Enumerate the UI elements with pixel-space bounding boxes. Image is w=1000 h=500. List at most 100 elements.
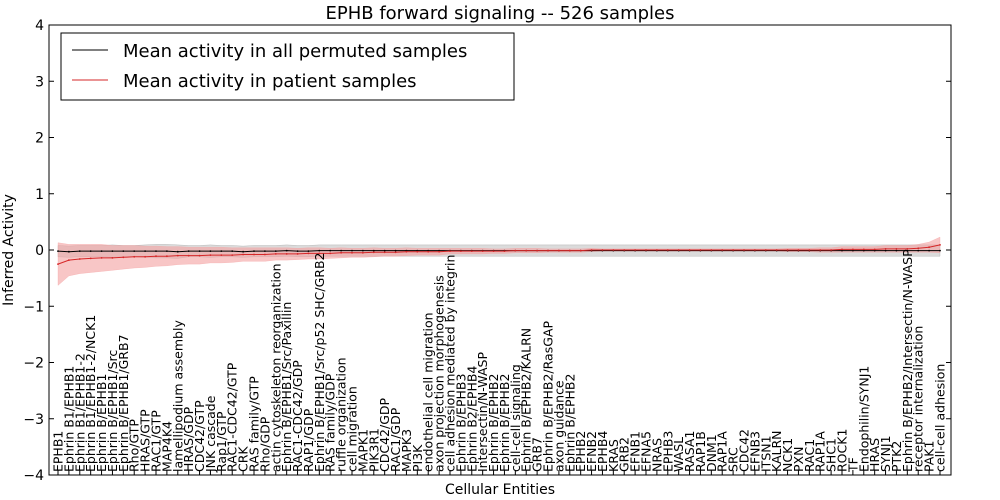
- x-tick-label: cell adhesion mediated by integrin: [443, 255, 458, 472]
- x-tick-label: MAPK1: [355, 429, 370, 472]
- data-point: [351, 251, 353, 254]
- data-point: [503, 250, 506, 253]
- data-point: [209, 250, 212, 253]
- x-tick-label: Intersectin/N-WASP: [475, 352, 490, 472]
- x-tick-label: Ephrin B/EPHB2: [497, 374, 512, 472]
- y-tick-label: 4: [35, 18, 44, 34]
- x-tick-label: Ephrin B/EPHB1: [94, 374, 109, 472]
- data-point: [819, 249, 822, 251]
- data-point: [68, 250, 70, 253]
- data-point: [481, 250, 484, 253]
- x-tick-label: EPHB3: [660, 431, 675, 472]
- x-tick-label: Rap1/GTP: [214, 411, 229, 472]
- data-point: [111, 257, 114, 259]
- x-tick-label: cell migration: [345, 386, 360, 472]
- data-point: [89, 250, 92, 253]
- data-point: [623, 249, 626, 251]
- legend: Mean activity in all permuted samples Me…: [60, 32, 515, 101]
- confidence-bands: [57, 236, 941, 286]
- data-point: [242, 250, 245, 253]
- data-point: [100, 250, 103, 253]
- x-tick-label: PIK3R1: [366, 428, 381, 472]
- data-point: [285, 249, 288, 252]
- data-point: [416, 250, 419, 253]
- band-patient: [57, 236, 941, 286]
- data-point: [895, 249, 898, 252]
- data-point: [57, 263, 59, 265]
- data-point: [253, 250, 255, 253]
- data-point: [78, 250, 81, 253]
- x-tick-label: Ephrin B/EPHB2: [486, 374, 501, 472]
- data-point: [242, 253, 245, 256]
- data-point: [133, 250, 136, 253]
- x-tick-label: PXN: [791, 447, 806, 472]
- x-tick-label: Ephrin B/EPHB1/GRB7: [116, 334, 131, 472]
- data-point: [906, 248, 909, 250]
- data-point: [329, 249, 332, 252]
- x-tick-label: Ephrin B1/EPHB1-2: [72, 353, 87, 472]
- x-tick-label: RAC1-CDC42/GDP: [290, 360, 305, 472]
- data-point: [253, 253, 255, 256]
- x-tick-label: RAC1-CDC42/GTP: [225, 362, 240, 472]
- x-tick-label: KRAS: [606, 439, 621, 472]
- data-point: [525, 249, 528, 252]
- data-point: [677, 249, 680, 251]
- data-point: [68, 259, 70, 261]
- y-tick-label: 2: [35, 131, 44, 147]
- data-point: [928, 249, 930, 252]
- x-tick-label: axon guidance: [551, 380, 566, 472]
- data-point: [372, 249, 375, 252]
- data-point: [656, 249, 658, 251]
- data-point: [285, 253, 288, 255]
- data-point: [536, 249, 538, 252]
- x-tick-label: Ephrin B2/EPHB4: [464, 366, 479, 472]
- legend-label-permuted: Mean activity in all permuted samples: [123, 41, 467, 62]
- data-point: [155, 250, 157, 253]
- x-tick-label: Ephrin B/EPHB1/Src/Paxillin: [279, 302, 294, 472]
- data-point: [198, 254, 201, 257]
- data-point: [579, 249, 582, 252]
- data-point: [884, 248, 887, 250]
- x-tick-label: Rho/GTP: [127, 419, 142, 472]
- y-axis: −4 −3 −2 −1 0 1 2 3 4: [23, 18, 951, 484]
- data-point: [122, 250, 125, 253]
- chart-title: EPHB forward signaling -- 526 samples: [326, 3, 675, 24]
- data-point: [383, 251, 386, 254]
- x-tick-label: RAS family/GTP: [247, 376, 262, 472]
- data-point: [699, 249, 702, 251]
- data-point: [754, 249, 756, 251]
- x-tick-label: ruffle organization: [334, 357, 349, 472]
- data-point: [470, 250, 473, 253]
- x-tick-label: Rho/GDP: [257, 416, 272, 472]
- data-point: [362, 251, 364, 254]
- data-point: [514, 249, 517, 252]
- x-tick-label: HRAS: [867, 438, 882, 472]
- data-point: [209, 254, 212, 256]
- x-tick-label: MAPK3: [399, 429, 414, 472]
- x-tick-label: KALRN: [769, 430, 784, 472]
- data-point: [264, 253, 266, 256]
- data-point: [852, 248, 854, 251]
- data-point: [906, 249, 909, 252]
- data-point: [187, 254, 190, 257]
- x-tick-label: cell-cell adhesion: [933, 364, 948, 472]
- x-tick-label: EPHB1: [51, 431, 66, 472]
- data-point: [231, 254, 234, 256]
- x-tick-label: cell-cell signaling: [508, 364, 523, 472]
- data-point: [220, 254, 223, 256]
- y-tick-label: −1: [23, 299, 44, 315]
- x-tick-label: CDC42: [737, 429, 752, 472]
- x-tick-label: EFNB2: [584, 431, 599, 472]
- data-point: [89, 257, 92, 260]
- x-tick-label: EPHB2: [573, 431, 588, 472]
- data-point: [917, 249, 920, 252]
- data-point: [351, 249, 353, 252]
- x-tick-label: Ephrin B/EPHB3: [453, 374, 468, 472]
- data-point: [394, 249, 397, 252]
- data-point: [187, 250, 190, 253]
- data-point: [329, 252, 332, 255]
- data-point: [492, 250, 495, 253]
- x-tick-label: JNK cascade: [203, 395, 218, 473]
- data-point: [645, 249, 647, 251]
